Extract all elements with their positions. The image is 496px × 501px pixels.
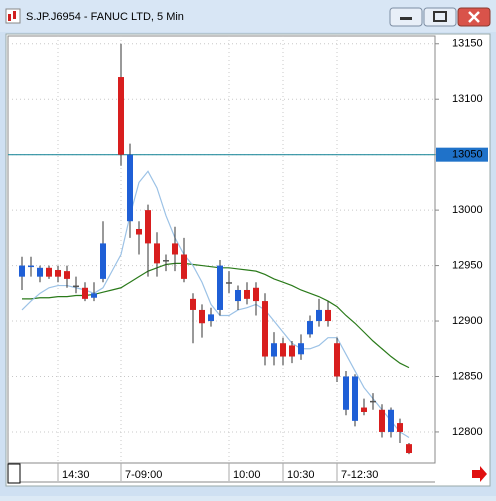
- candle-body: [271, 343, 277, 357]
- window-icon-bar: [13, 11, 16, 19]
- y-tick-label: 12850: [452, 370, 483, 382]
- candle-body: [379, 409, 385, 432]
- candle-body: [127, 154, 133, 222]
- candle-body: [316, 309, 322, 322]
- candle-body: [73, 285, 79, 288]
- candle-body: [82, 287, 88, 299]
- candle-body: [208, 314, 214, 322]
- price-marker: [436, 147, 488, 162]
- candle-body: [100, 243, 106, 279]
- candle-body: [28, 265, 34, 268]
- x-tick-label: 14:30: [62, 469, 90, 481]
- y-tick-label: 13000: [452, 204, 483, 216]
- candle-body: [334, 343, 340, 377]
- scroll-arrow[interactable]: [472, 466, 487, 482]
- candle-body: [181, 254, 187, 279]
- candle-body: [289, 345, 295, 357]
- y-tick-label: 13050: [452, 149, 483, 161]
- candle-body: [307, 321, 313, 335]
- minimize-icon: [400, 17, 412, 20]
- candle-body: [37, 267, 43, 277]
- candle-body: [19, 265, 25, 277]
- y-tick-label: 12950: [452, 259, 483, 271]
- candle-body: [235, 289, 241, 302]
- window-title: S.JP.J6954 - FANUC LTD, 5 Min: [26, 11, 184, 23]
- candle-body: [154, 243, 160, 264]
- candle-body: [55, 270, 61, 277]
- candle-body: [217, 265, 223, 310]
- candle-body: [253, 287, 259, 302]
- candle-body: [280, 343, 286, 357]
- candle-body: [91, 293, 97, 298]
- x-tick-label: 7-09:00: [125, 469, 162, 481]
- candle-body: [370, 400, 376, 403]
- candle-body: [199, 309, 205, 324]
- candle-body: [262, 301, 268, 357]
- y-tick-label: 13150: [452, 38, 483, 50]
- scroll-box[interactable]: [7, 463, 21, 484]
- candle-body: [118, 77, 124, 155]
- y-tick-label: 12900: [452, 315, 483, 327]
- plot-area: [7, 35, 436, 464]
- candle-body: [352, 376, 358, 421]
- window-icon-bar: [8, 14, 11, 21]
- candle-body: [298, 343, 304, 355]
- maximize-icon: [433, 11, 447, 22]
- candle-body: [190, 298, 196, 310]
- candle-body: [325, 309, 331, 322]
- candle-body: [244, 289, 250, 299]
- candle-body: [172, 243, 178, 255]
- x-tick-label: 10:00: [233, 469, 261, 481]
- candle-body: [163, 260, 169, 262]
- candle-body: [397, 423, 403, 432]
- maximize-button[interactable]: [423, 7, 457, 27]
- candle-body: [145, 210, 151, 244]
- x-tick-label: 10:30: [287, 469, 315, 481]
- close-icon: [468, 11, 480, 23]
- candle-body: [361, 407, 367, 412]
- x-tick-label: 7-12:30: [341, 469, 378, 481]
- candle-body: [343, 376, 349, 410]
- candle-body: [226, 282, 232, 284]
- candle-body: [46, 267, 52, 277]
- y-tick-label: 12800: [452, 426, 483, 438]
- candle-body: [406, 444, 412, 454]
- candle-body: [64, 271, 70, 279]
- candle-body: [388, 409, 394, 432]
- y-tick-label: 13100: [452, 93, 483, 105]
- candle-body: [136, 228, 142, 235]
